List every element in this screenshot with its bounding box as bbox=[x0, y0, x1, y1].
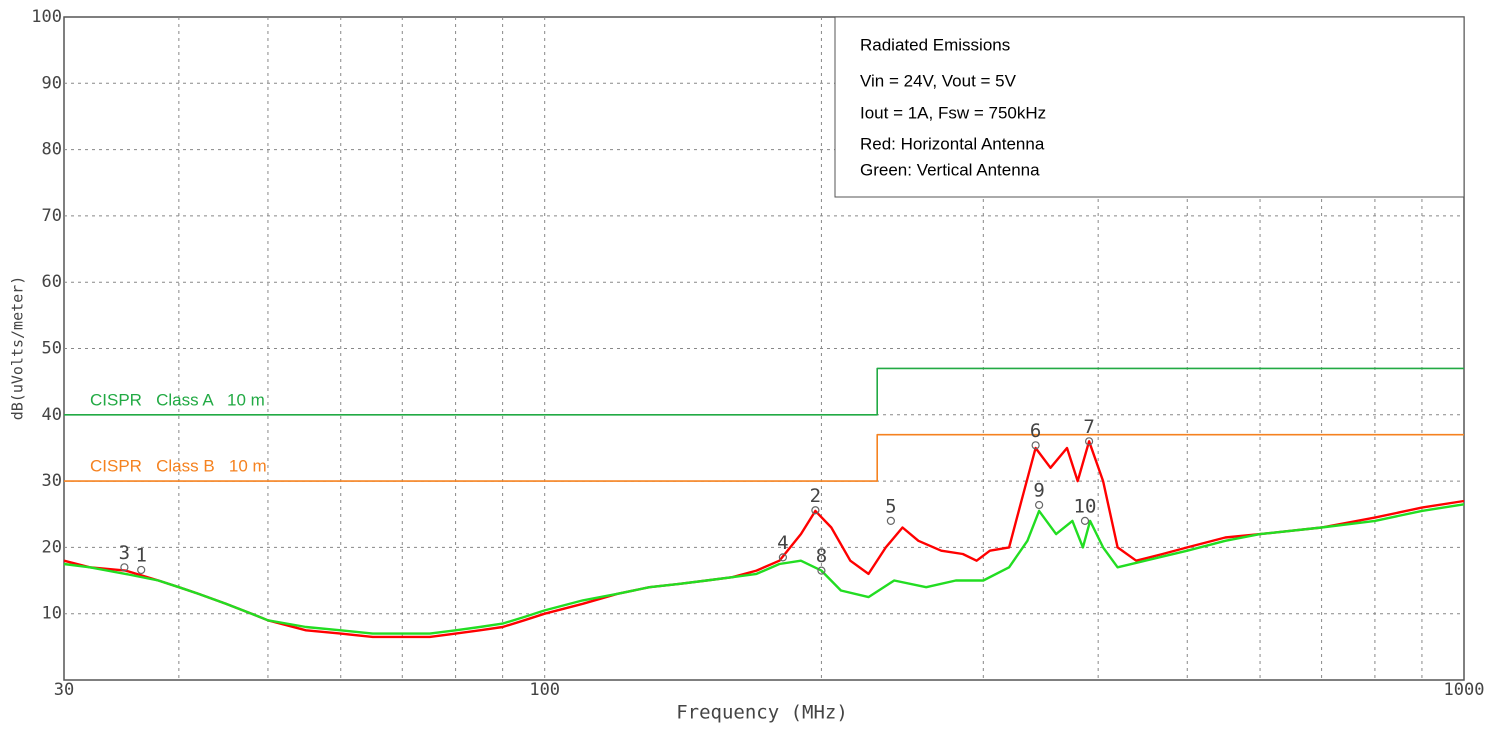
peak-marker bbox=[120, 563, 129, 572]
peak-marker bbox=[811, 506, 820, 515]
peak-marker bbox=[1031, 441, 1040, 450]
x-tick-label: 1000 bbox=[1444, 680, 1485, 700]
info-text: Iout = 1A, Fsw = 750kHz bbox=[860, 103, 1046, 122]
info-text: Vin = 24V, Vout = 5V bbox=[860, 71, 1017, 90]
y-tick-label: 10 bbox=[42, 604, 62, 624]
x-tick-label: 100 bbox=[529, 680, 560, 700]
y-tick-label: 100 bbox=[31, 7, 62, 27]
peak-label: 10 bbox=[1074, 495, 1097, 517]
limit-label: CISPR Class A 10 m bbox=[90, 390, 265, 409]
peak-marker bbox=[886, 516, 895, 525]
peak-marker bbox=[1035, 500, 1044, 510]
y-tick-label: 90 bbox=[42, 73, 62, 93]
peak-marker bbox=[1080, 516, 1090, 525]
peak-label: 3 bbox=[119, 542, 130, 564]
info-text: Green: Vertical Antenna bbox=[860, 160, 1040, 179]
y-tick-label: 80 bbox=[42, 140, 62, 160]
peak-marker bbox=[137, 565, 146, 575]
y-tick-label: 70 bbox=[42, 206, 62, 226]
peak-label: 9 bbox=[1033, 479, 1044, 501]
y-tick-label: 40 bbox=[42, 405, 62, 425]
y-tick-label: 30 bbox=[42, 471, 62, 491]
peak-marker bbox=[778, 553, 787, 562]
trace bbox=[63, 440, 1465, 639]
info-text: Red: Horizontal Antenna bbox=[860, 134, 1045, 153]
limit-label: CISPR Class B 10 m bbox=[90, 457, 267, 476]
peak-marker bbox=[817, 566, 826, 575]
peak-label: 2 bbox=[810, 485, 821, 507]
trace bbox=[63, 503, 1465, 635]
peak-label: 1 bbox=[135, 544, 146, 566]
peak-label: 7 bbox=[1083, 416, 1094, 438]
peak-label: 8 bbox=[816, 545, 827, 567]
peak-marker bbox=[1084, 437, 1094, 446]
y-tick-label: 20 bbox=[42, 537, 62, 557]
limit-line bbox=[64, 433, 1464, 482]
peak-label: 6 bbox=[1030, 420, 1041, 442]
x-axis-label: Frequency (MHz) bbox=[676, 702, 848, 724]
limit-line bbox=[64, 367, 1464, 416]
y-tick-label: 60 bbox=[42, 272, 62, 292]
peak-label: 5 bbox=[885, 495, 896, 517]
peak-label: 4 bbox=[777, 532, 788, 554]
x-tick-label: 30 bbox=[54, 680, 74, 700]
y-tick-label: 50 bbox=[42, 339, 62, 359]
info-text: Radiated Emissions bbox=[860, 35, 1010, 54]
info-box bbox=[834, 16, 1465, 198]
y-axis-label: dB(uVolts/meter) bbox=[9, 276, 27, 421]
